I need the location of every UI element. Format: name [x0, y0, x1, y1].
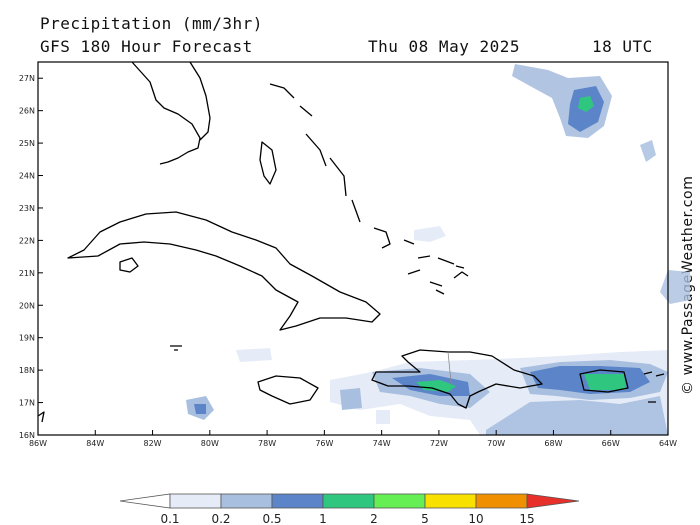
lat-label: 16N	[19, 431, 35, 440]
lat-label: 27N	[19, 74, 35, 83]
precip-area-spot1	[236, 348, 272, 362]
legend-min-arrow	[119, 493, 171, 509]
legend-label: 0.1	[160, 512, 179, 525]
lon-label: 72W	[430, 439, 448, 448]
latitude-axis: 16N 17N 18N 19N 20N 21N 22N 23N 24N 25N 26N 27N	[19, 74, 43, 440]
legend-label: 0.5	[262, 512, 281, 525]
precip-area-pr-peak	[584, 374, 626, 390]
longitude-axis: 86W 84W 82W 80W 78W 76W 74W 72W 70W 68W 66W 64W	[29, 430, 677, 448]
legend-max-arrow	[526, 493, 580, 509]
legend-swatch	[373, 493, 426, 509]
lon-label: 74W	[373, 439, 391, 448]
precip-area-ne-peak	[578, 96, 594, 112]
map-title: Precipitation (mm/3hr)	[40, 14, 263, 33]
lat-label: 26N	[19, 107, 35, 116]
lon-label: 68W	[544, 439, 562, 448]
lon-label: 66W	[602, 439, 620, 448]
florida-coast	[131, 61, 211, 165]
turks-caicos	[453, 265, 469, 279]
lat-label: 25N	[19, 139, 35, 148]
legend-label: 5	[421, 512, 429, 525]
puerto-rico-coast	[579, 369, 629, 393]
central-america-edge	[37, 411, 45, 423]
legend-label: 10	[468, 512, 483, 525]
forecast-time: 18 UTC	[592, 37, 653, 56]
legend-swatch	[169, 493, 222, 509]
lat-label: 18N	[19, 366, 35, 375]
legend-swatch	[220, 493, 273, 509]
precip-area-spot3	[376, 410, 390, 424]
map-frame	[37, 61, 669, 436]
lon-label: 78W	[258, 439, 276, 448]
precip-area-west-core	[194, 404, 206, 414]
legend-label: 15	[519, 512, 534, 525]
legend-label: 0.2	[211, 512, 230, 525]
forecast-date: Thu 08 May 2025	[368, 37, 520, 56]
virgin-islands	[643, 371, 665, 403]
legend-swatch	[271, 493, 324, 509]
lon-label: 64W	[659, 439, 677, 448]
lat-label: 17N	[19, 399, 35, 408]
cayman-islands	[170, 345, 182, 351]
lon-label: 80W	[201, 439, 219, 448]
legend-label: 2	[370, 512, 378, 525]
precip-area-south	[486, 396, 668, 435]
map-subtitle: GFS 180 Hour Forecast	[40, 37, 253, 56]
lat-label: 21N	[19, 269, 35, 278]
legend-swatch	[424, 493, 477, 509]
lat-label: 22N	[19, 236, 35, 245]
precip-area-hispaniola-peak	[416, 380, 456, 392]
cuba-coast	[67, 211, 381, 331]
precip-area-spot2	[340, 388, 362, 410]
precip-area-east	[640, 140, 656, 162]
bahamas-south	[373, 227, 455, 295]
legend-label: 1	[319, 512, 327, 525]
lon-label: 84W	[86, 439, 104, 448]
lon-label: 70W	[487, 439, 505, 448]
jamaica-coast	[257, 375, 319, 405]
lat-label: 20N	[19, 301, 35, 310]
bahamas-north	[269, 83, 361, 223]
lat-label: 24N	[19, 172, 35, 181]
lon-label: 82W	[143, 439, 161, 448]
isla-juventud	[119, 257, 139, 273]
bahamas-andros	[259, 141, 277, 185]
precip-area-bahamas	[414, 226, 446, 242]
precip-legend: 0.1 0.2 0.5 1 2 5 10 15	[119, 493, 580, 525]
hispaniola-coast	[371, 349, 543, 409]
lon-label: 76W	[315, 439, 333, 448]
coastlines	[37, 61, 665, 423]
lon-label: 86W	[29, 439, 47, 448]
lat-label: 19N	[19, 334, 35, 343]
precip-layer	[186, 64, 690, 435]
legend-swatch	[322, 493, 375, 509]
legend-swatch	[475, 493, 528, 509]
lat-label: 23N	[19, 204, 35, 213]
haiti-border	[447, 351, 453, 393]
